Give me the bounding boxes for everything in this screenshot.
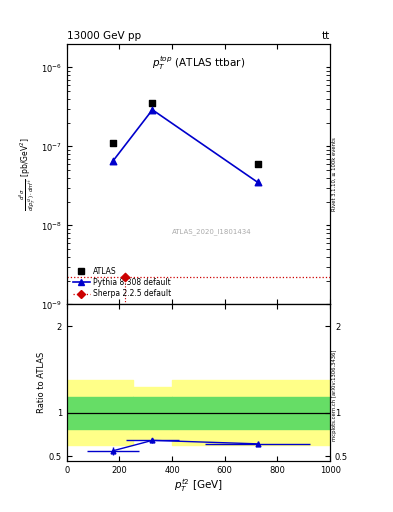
Text: tt: tt [322, 31, 330, 41]
Point [110, 139, 116, 147]
Text: $p_T^{top}$ (ATLAS ttbar): $p_T^{top}$ (ATLAS ttbar) [152, 54, 245, 72]
Y-axis label: Ratio to ATLAS: Ratio to ATLAS [37, 352, 46, 413]
Point [121, 273, 128, 282]
Point [149, 99, 156, 108]
Point [149, 105, 156, 114]
Legend: ATLAS, Pythia 8.308 default, Sherpa 2.2.5 default: ATLAS, Pythia 8.308 default, Sherpa 2.2.… [71, 264, 173, 301]
Text: ATLAS_2020_I1801434: ATLAS_2020_I1801434 [172, 228, 252, 234]
Y-axis label: $\frac{d^2\sigma}{d(p_T^{t2})\cdot dm^{t\bar{t}}}$ [pb/GeV$^2$]: $\frac{d^2\sigma}{d(p_T^{t2})\cdot dm^{t… [17, 137, 38, 210]
Point [255, 160, 261, 168]
Text: Rivet 3.1.10, ≥ 100k events: Rivet 3.1.10, ≥ 100k events [332, 137, 337, 211]
Text: 13000 GeV pp: 13000 GeV pp [67, 31, 141, 41]
Point [255, 178, 261, 186]
Text: mcplots.cern.ch [arXiv:1306.3436]: mcplots.cern.ch [arXiv:1306.3436] [332, 350, 337, 441]
X-axis label: $p_T^{t2}$ [GeV]: $p_T^{t2}$ [GeV] [174, 477, 223, 494]
Point [110, 157, 116, 165]
